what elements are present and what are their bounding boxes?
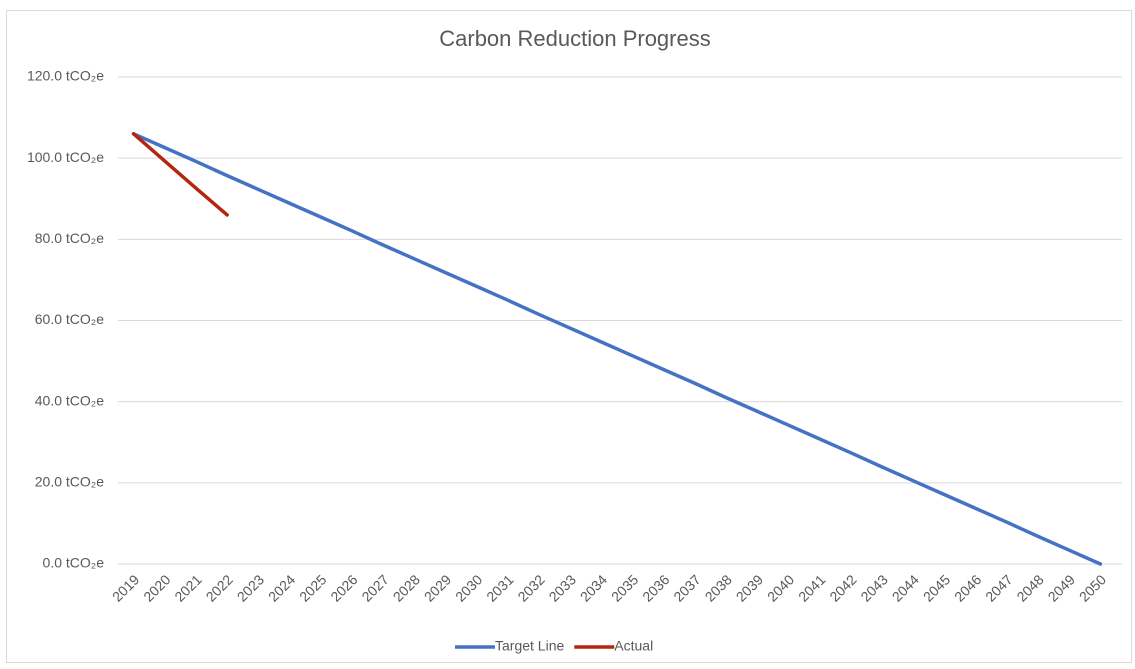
y-tick-label: 60.0 tCO₂e	[35, 311, 104, 327]
legend-label: Target Line	[495, 638, 564, 654]
data-line	[131, 132, 229, 217]
y-tick-label: 120.0 tCO₂e	[27, 68, 104, 84]
y-tick-label: 100.0 tCO₂e	[27, 149, 104, 165]
chart-border	[6, 10, 1132, 663]
legend-label: Actual	[614, 638, 653, 654]
y-tick-label: 40.0 tCO₂e	[35, 392, 104, 408]
data-line	[131, 132, 1103, 566]
y-tick-label: 80.0 tCO₂e	[35, 230, 104, 246]
y-tick-label: 0.0 tCO₂e	[43, 555, 105, 571]
y-tick-label: 20.0 tCO₂e	[35, 474, 104, 490]
chart-title: Carbon Reduction Progress	[439, 26, 710, 51]
